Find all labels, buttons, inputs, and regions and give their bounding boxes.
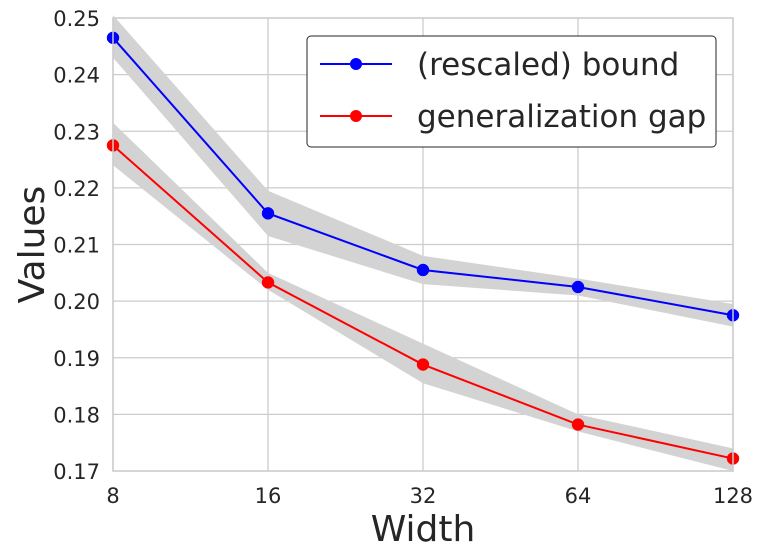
legend-entries: (rescaled) bound generalization gap (320, 47, 706, 135)
y-tick-label: 0.17 (53, 460, 100, 484)
x-tick-label: 128 (713, 484, 753, 508)
y-tick-label: 0.22 (53, 177, 100, 201)
legend-label: (rescaled) bound (417, 47, 679, 83)
data-point-s1-1 (261, 276, 275, 289)
data-point-s0-2 (416, 263, 430, 277)
y-tick-label: 0.19 (53, 347, 100, 371)
confidence-band-1 (113, 122, 733, 471)
y-tick-labels: 0.17 0.18 0.19 0.20 0.21 0.22 0.23 0.24 0.25 (53, 7, 100, 484)
legend-marker-1 (350, 110, 362, 122)
x-tick-label: 64 (565, 484, 592, 508)
y-tick-label: 0.23 (53, 120, 100, 144)
legend-label: generalization gap (417, 99, 706, 135)
data-point-s0-1 (261, 207, 275, 220)
y-tick-label: 0.25 (53, 7, 100, 31)
data-point-s0-3 (571, 280, 585, 294)
x-tick-label: 16 (255, 484, 282, 508)
x-axis-label: Width (371, 509, 476, 550)
x-tick-label: 8 (106, 484, 119, 508)
y-tick-label: 0.18 (53, 403, 100, 427)
y-axis-label: Values (12, 186, 53, 304)
legend: (rescaled) bound generalization gap (306, 35, 717, 148)
x-tick-labels: 8 16 32 64 128 (106, 484, 753, 508)
data-point-s1-2 (416, 358, 430, 371)
x-tick-label: 32 (410, 484, 437, 508)
legend-box (306, 35, 717, 148)
legend-marker-0 (350, 58, 362, 70)
data-point-s1-3 (571, 418, 585, 431)
y-tick-label: 0.21 (53, 234, 100, 258)
plot-frame (112, 17, 734, 472)
y-tick-label: 0.20 (53, 290, 100, 314)
y-tick-label: 0.24 (53, 64, 100, 88)
